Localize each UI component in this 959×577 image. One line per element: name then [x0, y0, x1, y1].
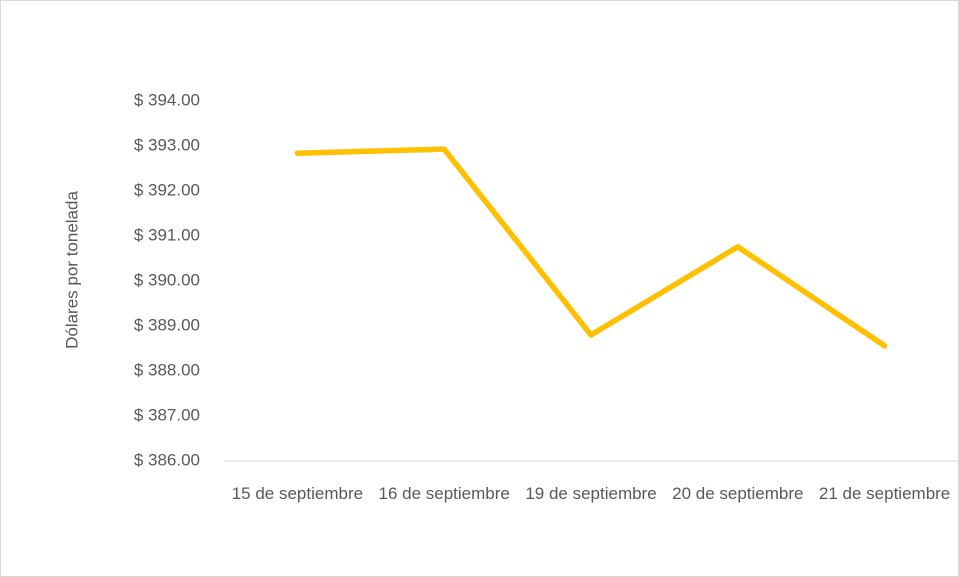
x-tick-label: 19 de septiembre [525, 484, 657, 503]
y-tick-label: $ 394.00 [134, 90, 200, 109]
x-tick-label: 15 de septiembre [231, 484, 364, 503]
y-tick-label: $ 391.00 [134, 225, 200, 244]
y-tick-label: $ 393.00 [134, 135, 200, 154]
y-tick-label: $ 389.00 [134, 315, 200, 334]
x-tick-label: 16 de septiembre [378, 484, 510, 503]
y-tick-label: $ 387.00 [134, 405, 200, 424]
y-tick-label: $ 392.00 [134, 180, 200, 199]
y-tick-label: $ 390.00 [134, 270, 200, 289]
x-tick-label: 21 de septiembre [818, 484, 951, 503]
x-tick-label: 20 de septiembre [672, 484, 804, 503]
y-tick-label: $ 386.00 [134, 450, 200, 469]
y-tick-label: $ 388.00 [134, 360, 200, 379]
y-axis-label: Dólares por tonelada [62, 191, 81, 349]
series-line [294, 146, 888, 349]
